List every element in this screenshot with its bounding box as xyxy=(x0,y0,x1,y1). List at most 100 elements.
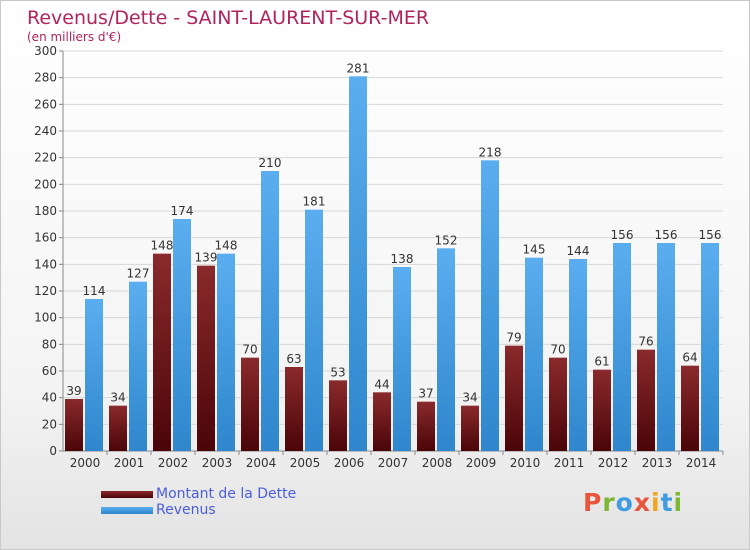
y-tick-label: 220 xyxy=(34,151,57,165)
data-label-revenus: 152 xyxy=(435,233,458,247)
x-tick-label: 2001 xyxy=(114,456,145,470)
y-tick-label: 140 xyxy=(34,257,57,271)
bar-dette xyxy=(153,253,171,451)
proxiti-logo: Proxiti xyxy=(583,488,683,517)
y-tick-label: 40 xyxy=(42,391,57,405)
logo-letter: i xyxy=(651,488,661,517)
logo-letter: P xyxy=(583,488,603,517)
bar-dette xyxy=(197,265,215,451)
data-label-dette: 39 xyxy=(66,384,81,398)
x-tick-label: 2000 xyxy=(70,456,101,470)
x-tick-label: 2007 xyxy=(378,456,409,470)
x-tick-label: 2012 xyxy=(598,456,629,470)
bar-dette xyxy=(65,399,83,451)
data-label-revenus: 218 xyxy=(479,145,502,159)
bar-dette xyxy=(241,357,259,451)
data-label-dette: 79 xyxy=(506,331,521,345)
data-label-revenus: 148 xyxy=(215,239,238,253)
bar-dette xyxy=(593,369,611,451)
data-label-dette: 44 xyxy=(374,377,389,391)
bar-dette xyxy=(549,357,567,451)
bar-revenus xyxy=(393,267,411,451)
bar-revenus xyxy=(525,257,543,451)
bar-revenus xyxy=(173,219,191,451)
bar-dette xyxy=(329,380,347,451)
x-tick-label: 2003 xyxy=(202,456,233,470)
data-label-dette: 139 xyxy=(195,251,218,265)
legend-swatch-dette xyxy=(101,491,153,498)
data-label-dette: 34 xyxy=(462,391,477,405)
y-tick-label: 300 xyxy=(34,44,57,58)
x-tick-label: 2014 xyxy=(686,456,717,470)
x-tick-label: 2002 xyxy=(158,456,189,470)
data-label-revenus: 114 xyxy=(83,284,106,298)
data-label-revenus: 156 xyxy=(611,228,634,242)
y-tick-label: 200 xyxy=(34,177,57,191)
x-tick-label: 2013 xyxy=(642,456,673,470)
data-label-dette: 76 xyxy=(638,335,653,349)
x-tick-label: 2008 xyxy=(422,456,453,470)
logo-letter: i xyxy=(673,488,684,517)
legend-swatch-revenus xyxy=(101,507,153,514)
bar-revenus xyxy=(657,243,675,451)
data-label-dette: 37 xyxy=(418,387,433,401)
x-tick-label: 2010 xyxy=(510,456,541,470)
data-label-revenus: 127 xyxy=(127,267,150,281)
bar-revenus xyxy=(129,281,147,451)
y-tick-label: 240 xyxy=(34,124,57,138)
bar-revenus xyxy=(261,171,279,451)
y-tick-label: 80 xyxy=(42,337,57,351)
x-tick-label: 2006 xyxy=(334,456,365,470)
bar-dette xyxy=(461,405,479,451)
legend-label-dette: Montant de la Dette xyxy=(156,486,297,502)
bar-revenus xyxy=(569,259,587,451)
data-label-revenus: 156 xyxy=(699,228,722,242)
y-tick-label: 160 xyxy=(34,231,57,245)
bar-dette xyxy=(637,349,655,451)
bar-revenus xyxy=(349,76,367,451)
y-tick-label: 260 xyxy=(34,97,57,111)
data-label-revenus: 144 xyxy=(567,244,590,258)
x-tick-label: 2011 xyxy=(554,456,585,470)
bar-revenus xyxy=(217,253,235,451)
chart-title: Revenus/Dette - SAINT-LAURENT-SUR-MER xyxy=(27,7,430,29)
data-label-revenus: 156 xyxy=(655,228,678,242)
data-label-dette: 70 xyxy=(550,343,565,357)
logo-letter: o xyxy=(615,488,634,517)
data-label-revenus: 210 xyxy=(259,156,282,170)
data-label-dette: 148 xyxy=(151,239,174,253)
data-label-dette: 70 xyxy=(242,343,257,357)
data-label-dette: 53 xyxy=(330,365,345,379)
data-label-dette: 64 xyxy=(682,351,697,365)
logo-letter: x xyxy=(633,488,651,517)
data-label-dette: 34 xyxy=(110,391,125,405)
bar-revenus xyxy=(613,243,631,451)
data-label-revenus: 174 xyxy=(171,204,194,218)
bar-dette xyxy=(681,365,699,451)
bar-dette xyxy=(109,405,127,451)
data-label-dette: 63 xyxy=(286,352,301,366)
data-label-revenus: 145 xyxy=(523,243,546,257)
bar-revenus xyxy=(85,299,103,451)
bar-dette xyxy=(285,367,303,451)
legend-label-revenus: Revenus xyxy=(156,502,216,518)
bar-revenus xyxy=(305,209,323,451)
y-tick-label: 180 xyxy=(34,204,57,218)
x-tick-label: 2009 xyxy=(466,456,497,470)
y-tick-label: 280 xyxy=(34,71,57,85)
data-label-revenus: 181 xyxy=(303,195,326,209)
y-tick-label: 120 xyxy=(34,284,57,298)
y-tick-label: 0 xyxy=(49,444,57,458)
bar-revenus xyxy=(481,160,499,452)
x-tick-label: 2004 xyxy=(246,456,277,470)
y-tick-label: 100 xyxy=(34,311,57,325)
y-tick-label: 20 xyxy=(42,417,57,431)
data-label-revenus: 138 xyxy=(391,252,414,266)
bar-dette xyxy=(505,345,523,451)
bar-revenus xyxy=(437,248,455,451)
bar-chart: 0 20 40 60 80 100 120 140 160 180 200 220 240 260 280 3… xyxy=(34,44,724,470)
chart-subtitle: (en milliers d'€) xyxy=(27,30,122,44)
logo-letter: r xyxy=(602,488,616,517)
data-label-dette: 61 xyxy=(594,355,609,369)
